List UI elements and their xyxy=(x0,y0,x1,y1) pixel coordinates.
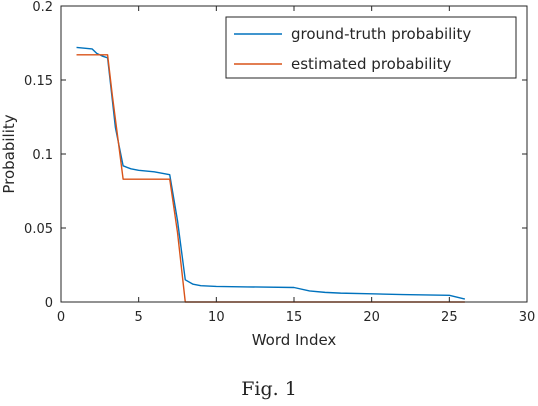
chart: 0 5 10 15 20 25 30 00.050.10.150.2 Word Index … xyxy=(0,0,536,349)
y-tick-label: 0.05 xyxy=(24,222,53,237)
legend-label-ground-truth: ground-truth probability xyxy=(291,25,471,43)
y-axis-label: Probability xyxy=(0,114,18,193)
y-tick-label: 0.2 xyxy=(32,0,53,15)
y-tick-label: 0 xyxy=(45,296,53,311)
y-tick-label: 0.1 xyxy=(32,148,53,163)
y-tick-label: 0.15 xyxy=(24,74,53,89)
x-tick-label: 25 xyxy=(441,310,458,325)
legend-label-estimated: estimated probability xyxy=(291,55,451,73)
legend-box xyxy=(225,16,517,79)
x-tick-label: 0 xyxy=(57,310,65,325)
legend: ground-truth probability estimated proba… xyxy=(225,16,517,79)
x-tick-label: 20 xyxy=(363,310,380,325)
series-line-1 xyxy=(76,54,465,303)
series-line-0 xyxy=(76,46,466,300)
x-tick-label: 15 xyxy=(286,310,303,325)
x-tick-label: 30 xyxy=(519,310,536,325)
x-axis-label: Word Index xyxy=(252,331,337,349)
x-tick-label: 5 xyxy=(135,310,143,325)
figure-caption: Fig. 1 xyxy=(241,378,297,400)
x-tick-label: 10 xyxy=(208,310,225,325)
